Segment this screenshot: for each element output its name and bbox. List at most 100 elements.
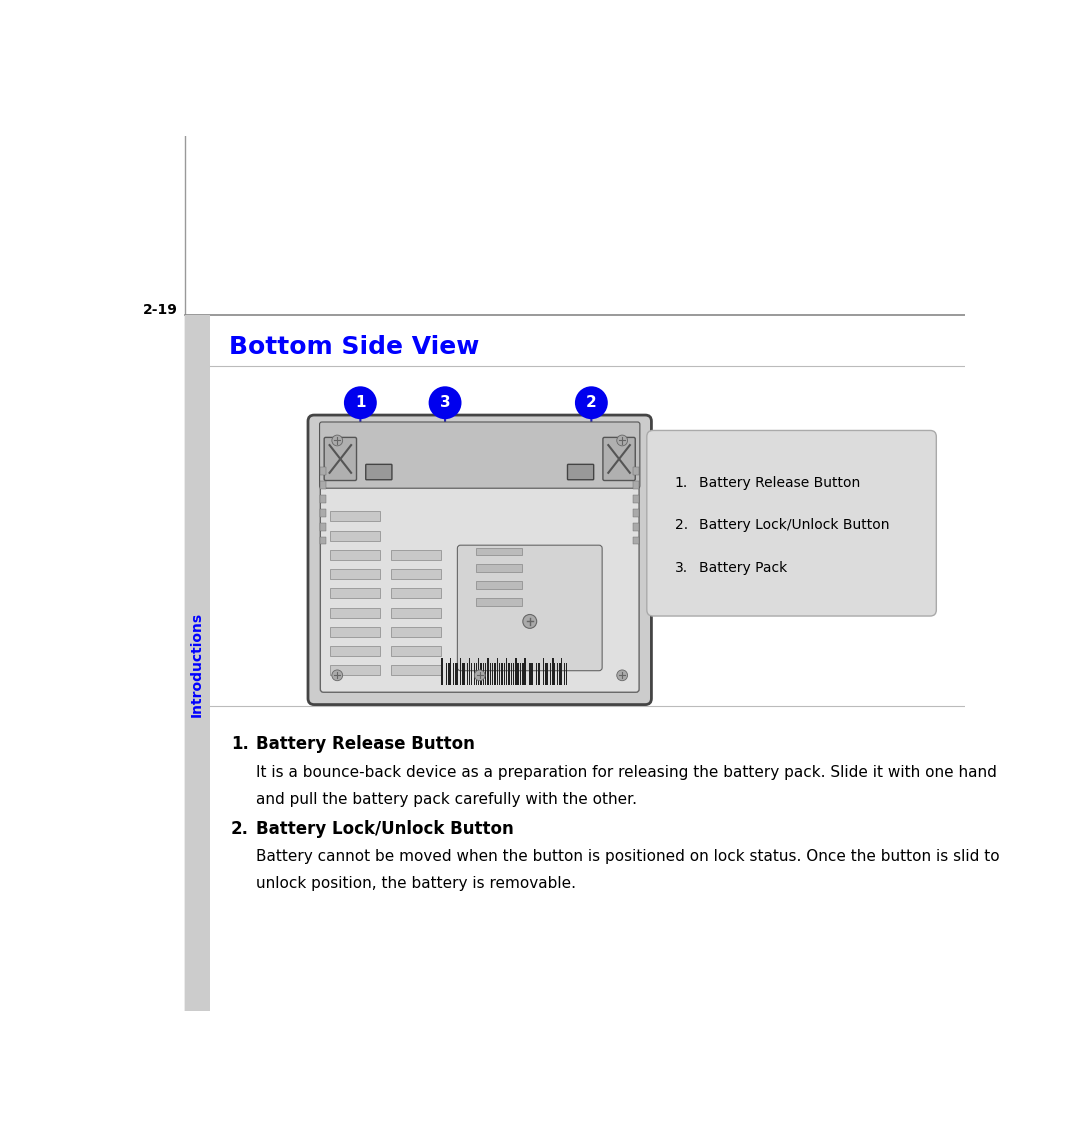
- Text: 2-19: 2-19: [143, 302, 178, 317]
- Bar: [515, 658, 517, 685]
- Text: Introductions: Introductions: [190, 612, 204, 717]
- Bar: [391, 569, 441, 579]
- Text: Bottom Side View: Bottom Side View: [229, 335, 479, 359]
- FancyBboxPatch shape: [457, 545, 602, 670]
- Text: Battery Pack: Battery Pack: [699, 560, 787, 575]
- Bar: [529, 663, 531, 685]
- Bar: [549, 663, 551, 685]
- Bar: [330, 588, 379, 599]
- Bar: [553, 658, 554, 685]
- Bar: [446, 663, 447, 685]
- Bar: [185, 315, 211, 1011]
- Text: 2.: 2.: [674, 518, 688, 532]
- Circle shape: [576, 387, 606, 418]
- Bar: [391, 646, 441, 657]
- Bar: [503, 663, 505, 685]
- Bar: [633, 467, 640, 475]
- Bar: [494, 663, 496, 685]
- Bar: [483, 663, 485, 685]
- Bar: [501, 663, 503, 685]
- Bar: [453, 663, 455, 685]
- Text: Battery cannot be moved when the button is positioned on lock status. Once the b: Battery cannot be moved when the button …: [257, 850, 1000, 864]
- Bar: [330, 666, 379, 675]
- Bar: [633, 536, 640, 544]
- Bar: [545, 663, 547, 685]
- Bar: [517, 663, 519, 685]
- Bar: [522, 663, 524, 685]
- Bar: [391, 588, 441, 599]
- Text: 1.: 1.: [231, 735, 249, 753]
- Circle shape: [332, 670, 343, 680]
- FancyBboxPatch shape: [366, 465, 392, 479]
- Bar: [633, 482, 640, 488]
- Bar: [481, 663, 482, 685]
- Text: Battery Release Button: Battery Release Button: [257, 735, 475, 753]
- Circle shape: [345, 387, 376, 418]
- Text: and pull the battery pack carefully with the other.: and pull the battery pack carefully with…: [257, 792, 637, 807]
- Bar: [391, 627, 441, 637]
- Bar: [320, 523, 327, 531]
- FancyBboxPatch shape: [568, 465, 593, 479]
- Bar: [330, 646, 379, 657]
- Text: 1: 1: [355, 395, 366, 410]
- Circle shape: [522, 615, 536, 628]
- Bar: [543, 658, 544, 685]
- Text: 1.: 1.: [674, 476, 688, 490]
- Circle shape: [474, 670, 485, 680]
- Bar: [536, 663, 538, 685]
- Bar: [476, 663, 477, 685]
- Text: 3.: 3.: [674, 560, 688, 575]
- Bar: [391, 550, 441, 560]
- Bar: [320, 509, 327, 517]
- FancyBboxPatch shape: [603, 437, 635, 481]
- Bar: [391, 608, 441, 618]
- Bar: [508, 663, 510, 685]
- Bar: [455, 663, 457, 685]
- Bar: [320, 482, 327, 488]
- Bar: [462, 663, 463, 685]
- Bar: [441, 658, 443, 685]
- Bar: [490, 663, 491, 685]
- Bar: [525, 658, 526, 685]
- Bar: [330, 511, 379, 521]
- Bar: [476, 582, 522, 590]
- Bar: [330, 608, 379, 618]
- FancyBboxPatch shape: [647, 431, 936, 616]
- Text: Battery Release Button: Battery Release Button: [699, 476, 860, 490]
- Bar: [539, 663, 540, 685]
- Bar: [476, 548, 522, 556]
- Bar: [511, 663, 512, 685]
- Bar: [469, 658, 471, 685]
- Text: Battery Lock/Unlock Button: Battery Lock/Unlock Button: [699, 518, 890, 532]
- Bar: [557, 663, 558, 685]
- Bar: [563, 663, 565, 685]
- FancyBboxPatch shape: [319, 421, 640, 488]
- Circle shape: [332, 435, 343, 445]
- Text: unlock position, the battery is removable.: unlock position, the battery is removabl…: [257, 876, 576, 892]
- Bar: [320, 495, 327, 503]
- Bar: [330, 550, 379, 560]
- Bar: [476, 565, 522, 573]
- Bar: [497, 658, 498, 685]
- Circle shape: [617, 435, 628, 445]
- Text: Battery Lock/Unlock Button: Battery Lock/Unlock Button: [257, 820, 514, 838]
- Bar: [633, 495, 640, 503]
- Bar: [460, 658, 461, 685]
- Bar: [487, 658, 489, 685]
- Bar: [320, 536, 327, 544]
- Bar: [633, 523, 640, 531]
- Bar: [467, 663, 469, 685]
- Bar: [474, 663, 475, 685]
- Bar: [565, 663, 568, 685]
- Bar: [320, 467, 327, 475]
- Bar: [633, 509, 640, 517]
- Text: 3: 3: [440, 395, 450, 410]
- Text: 2.: 2.: [231, 820, 249, 838]
- FancyBboxPatch shape: [325, 437, 357, 481]
- Bar: [531, 663, 533, 685]
- Text: It is a bounce-back device as a preparation for releasing the battery pack. Slid: It is a bounce-back device as a preparat…: [257, 765, 998, 779]
- Bar: [391, 666, 441, 675]
- Bar: [330, 627, 379, 637]
- Circle shape: [430, 387, 460, 418]
- Bar: [559, 663, 560, 685]
